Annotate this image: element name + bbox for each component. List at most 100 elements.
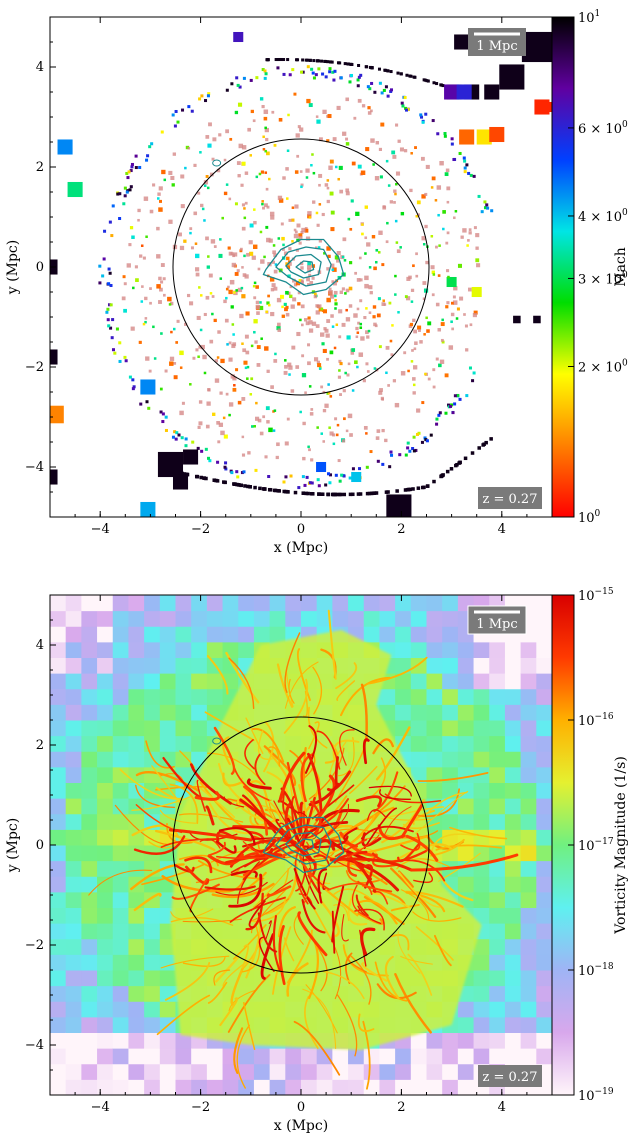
shock-cell: [431, 176, 436, 181]
vorticity-cell: [128, 641, 145, 658]
shock-cell: [327, 383, 330, 386]
shock-cell: [258, 172, 262, 176]
shock-cell: [160, 280, 164, 284]
shock-cell: [392, 379, 397, 383]
vorticity-cell: [426, 766, 443, 783]
y-tick-label: 2: [36, 738, 44, 753]
shock-cell: [317, 363, 322, 368]
shock-cell: [225, 296, 228, 300]
vorticity-cell: [144, 923, 161, 940]
vorticity-cell: [81, 704, 98, 721]
vorticity-cell: [175, 735, 192, 752]
vorticity-cell: [504, 673, 522, 690]
vorticity-cell: [144, 1079, 161, 1095]
shock-cell: [321, 342, 325, 346]
shock-cell: [334, 294, 337, 298]
shock-cell: [266, 58, 270, 62]
shock-cell: [420, 440, 424, 444]
vorticity-filament: [305, 984, 338, 1034]
vorticity-cell: [426, 626, 443, 643]
shock-cell: [149, 209, 154, 214]
vorticity-filament: [161, 875, 229, 893]
shock-cell: [404, 108, 409, 112]
shock-cell: [412, 449, 416, 453]
shock-cell: [394, 402, 400, 408]
shock-cell: [122, 202, 126, 206]
shock-cell: [280, 294, 284, 299]
shock-cell: [261, 104, 265, 109]
vorticity-cell: [97, 1016, 114, 1033]
shock-cell: [141, 285, 144, 288]
shock-cell: [284, 489, 288, 494]
shock-cell: [424, 224, 428, 229]
vorticity-redshift-label: z = 0.27: [483, 1070, 538, 1085]
shock-cell: [476, 263, 481, 268]
shock-cell: [326, 199, 330, 204]
shock-cell: [343, 62, 347, 66]
shock-cell: [368, 266, 372, 269]
colorbar-tick-label: 10−16: [578, 712, 614, 729]
shock-cell: [332, 281, 337, 286]
vorticity-filament: [413, 872, 434, 883]
vorticity-filament: [241, 925, 261, 973]
shock-cell: [255, 175, 259, 179]
shock-cell: [255, 401, 258, 405]
shock-cell: [298, 278, 302, 283]
vorticity-filament: [286, 962, 309, 997]
vorticity-cell: [426, 1032, 443, 1049]
shock-cell: [337, 375, 342, 379]
vorticity-cell: [489, 720, 506, 737]
shock-cell: [268, 177, 271, 181]
vorticity-cell: [348, 1079, 365, 1095]
shock-cell: [441, 84, 445, 88]
shock-cell: [285, 290, 289, 295]
shock-cell: [287, 113, 290, 117]
vorticity-cell: [97, 657, 114, 674]
shock-cell: [440, 322, 445, 327]
shock-cell: [289, 474, 293, 478]
vorticity-cell: [144, 704, 161, 721]
vorticity-cell: [489, 845, 506, 862]
vorticity-cell: [65, 610, 82, 627]
y-tick-label: −4: [25, 1038, 44, 1053]
vorticity-cell: [504, 829, 522, 846]
shock-cell: [201, 207, 205, 211]
shock-cell: [267, 475, 271, 479]
shock-cell: [334, 417, 338, 421]
shock-cell: [296, 238, 300, 242]
shock-cell: [253, 319, 258, 324]
vorticity-filament: [340, 676, 391, 717]
shock-cell: [406, 446, 410, 450]
vorticity-cell: [191, 673, 208, 690]
shock-cell: [297, 125, 301, 129]
vorticity-cell: [473, 985, 490, 1002]
shock-cell: [227, 285, 230, 289]
vorticity-cell: [489, 766, 506, 783]
vorticity-cell: [520, 688, 537, 705]
shock-cell: [186, 293, 191, 298]
shock-cell: [489, 437, 493, 441]
vorticity-cell: [379, 688, 396, 705]
shock-cell: [163, 293, 166, 297]
shock-cell: [403, 488, 408, 492]
vorticity-cell: [457, 845, 475, 862]
shock-cell: [316, 426, 319, 429]
shock-cell: [404, 453, 408, 457]
colorbar-tick-label: 6 × 100: [578, 120, 628, 137]
shock-cell: [304, 58, 308, 62]
vorticity-filament: [304, 725, 318, 774]
shock-cell: [309, 281, 314, 285]
shock-cell: [340, 473, 344, 477]
shock-cell: [125, 190, 129, 194]
vorticity-cell: [81, 985, 98, 1002]
shock-cell: [265, 406, 270, 411]
shock-cell: [328, 481, 332, 485]
shock-cell: [179, 245, 185, 251]
shock-cell: [308, 448, 311, 452]
shock-cell: [379, 388, 383, 392]
vorticity-cell: [442, 876, 459, 893]
shock-cell: [230, 252, 234, 256]
vorticity-cell: [457, 720, 475, 737]
shock-cell: [453, 286, 458, 291]
shock-cell: [420, 115, 424, 119]
